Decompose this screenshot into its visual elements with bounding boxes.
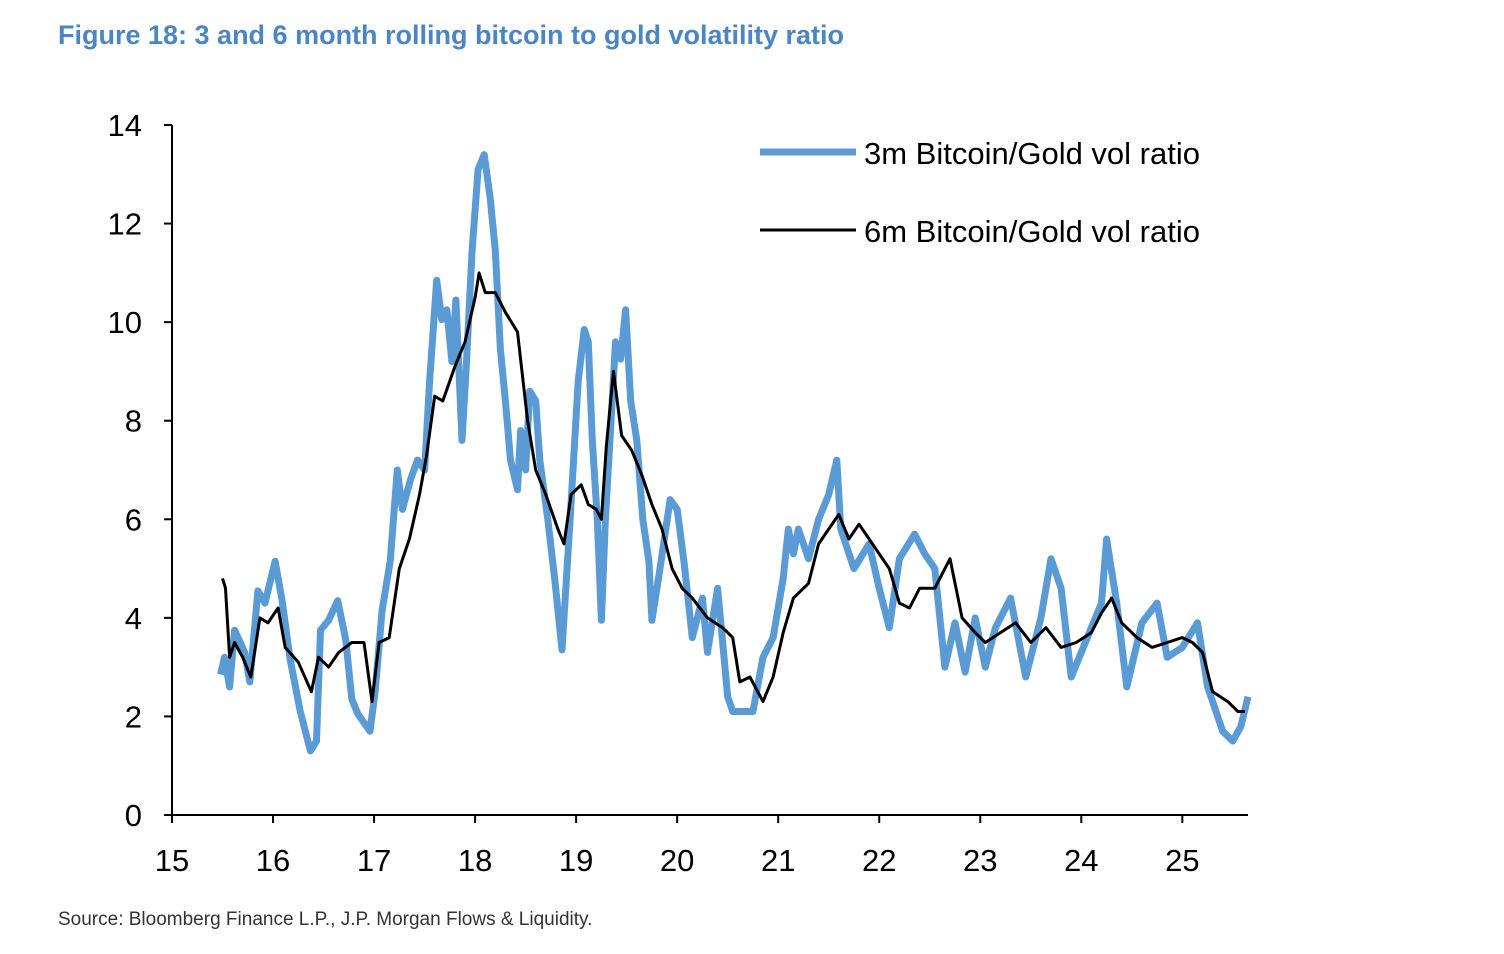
figure-title: Figure 18: 3 and 6 month rolling bitcoin… [58, 20, 845, 50]
y-tick-label: 6 [125, 502, 142, 537]
x-tick-label: 18 [458, 843, 492, 878]
y-tick-label: 2 [125, 699, 142, 734]
x-tick-label: 21 [761, 843, 795, 878]
legend-label-6m: 6m Bitcoin/Gold vol ratio [864, 214, 1200, 249]
y-tick-label: 14 [108, 108, 142, 143]
x-tick-label: 22 [862, 843, 896, 878]
source-note: Source: Bloomberg Finance L.P., J.P. Mor… [58, 909, 593, 930]
y-tick-label: 8 [125, 404, 142, 439]
x-tick-label: 20 [660, 843, 694, 878]
x-tick-label: 17 [357, 843, 391, 878]
x-tick-label: 23 [963, 843, 997, 878]
legend: 3m Bitcoin/Gold vol ratio 6m Bitcoin/Gol… [760, 136, 1200, 249]
x-tick-label: 25 [1165, 843, 1199, 878]
x-tick-label: 19 [559, 843, 593, 878]
x-tick-label: 16 [256, 843, 290, 878]
legend-label-3m: 3m Bitcoin/Gold vol ratio [864, 136, 1200, 171]
x-tick-label: 24 [1064, 843, 1098, 878]
series-lines [217, 151, 1252, 755]
y-tick-label: 12 [108, 207, 142, 242]
x-tick-label: 15 [155, 843, 189, 878]
y-tick-label: 0 [125, 798, 142, 833]
y-tick-label: 10 [108, 305, 142, 340]
series-line-6m-vol-ratio [221, 271, 1245, 713]
y-tick-label: 4 [125, 601, 142, 636]
